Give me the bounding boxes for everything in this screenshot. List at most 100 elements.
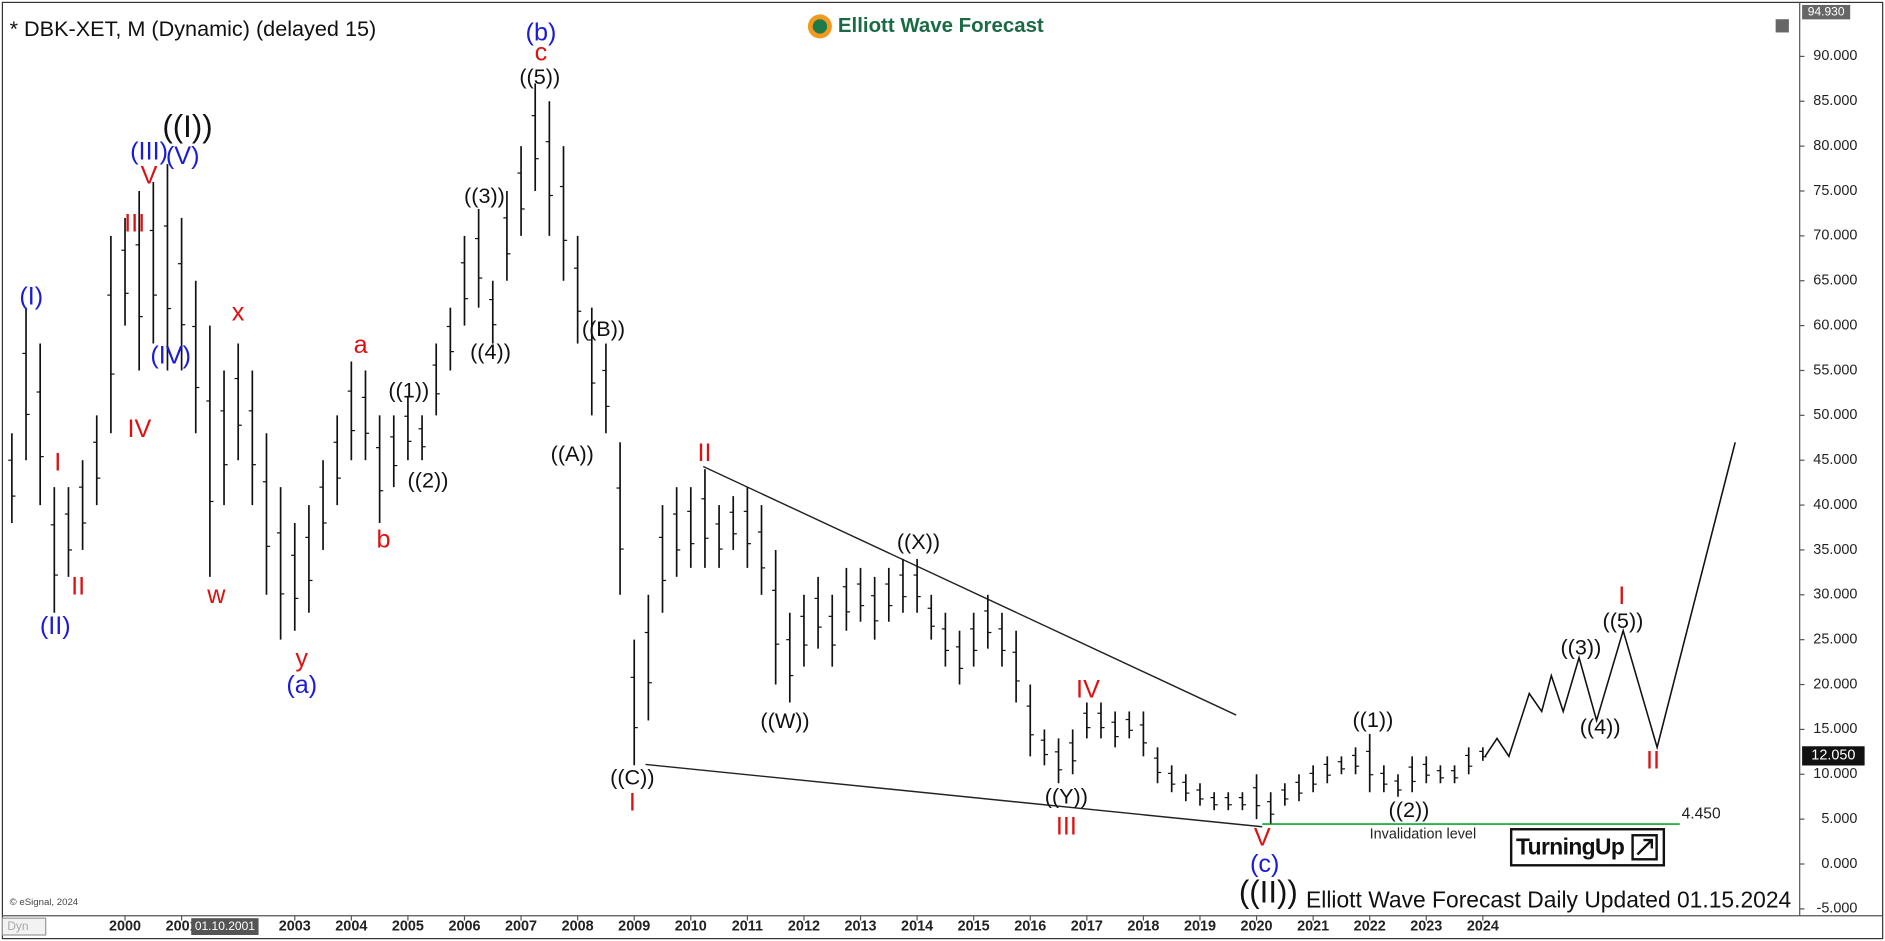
wave-label: ((A)) bbox=[551, 441, 594, 466]
x-tick-label: 2016 bbox=[1014, 918, 1046, 934]
wave-label: II bbox=[1646, 747, 1660, 775]
y-tick-label: 10.000 bbox=[1813, 766, 1857, 782]
wave-label: I bbox=[54, 449, 61, 477]
top-price-label: 94.930 bbox=[1808, 4, 1845, 18]
last-price-box bbox=[1802, 746, 1865, 766]
wave-label: V bbox=[141, 161, 158, 189]
x-tick-label: 2009 bbox=[618, 918, 650, 934]
wave-label: ((4)) bbox=[470, 339, 511, 364]
wave-label: IV bbox=[1076, 676, 1100, 704]
window-button[interactable] bbox=[1775, 19, 1789, 33]
wave-label: II bbox=[697, 439, 711, 467]
x-tick-label: 2024 bbox=[1467, 918, 1499, 934]
wave-label: ((2)) bbox=[1389, 797, 1430, 822]
y-tick-label: 60.000 bbox=[1813, 317, 1857, 333]
cursor-label: 01.10.2001 bbox=[195, 919, 255, 933]
wave-label: ((B)) bbox=[582, 316, 625, 341]
top-price-box bbox=[1802, 4, 1851, 20]
x-tick-label: 2008 bbox=[562, 918, 594, 934]
y-tick-label: 35.000 bbox=[1813, 542, 1857, 558]
footer: Elliott Wave Forecast Daily Updated 01.1… bbox=[1306, 886, 1792, 912]
wave-label: ((1)) bbox=[388, 378, 429, 403]
y-tick-label: 25.000 bbox=[1813, 631, 1857, 647]
brand-logo: Elliott Wave Forecast bbox=[803, 12, 1054, 41]
y-tick-label: 45.000 bbox=[1813, 452, 1857, 468]
wave-label: ((I)) bbox=[162, 109, 212, 144]
wave-label: ((X)) bbox=[897, 529, 940, 554]
logo-icon-inner bbox=[812, 19, 828, 34]
x-tick-label: 2012 bbox=[788, 918, 820, 934]
wave-label: ((II)) bbox=[1239, 874, 1298, 909]
wave-label: (III) bbox=[130, 137, 168, 165]
x-tick-label: 2018 bbox=[1127, 918, 1159, 934]
y-tick-label: 30.000 bbox=[1813, 587, 1857, 603]
badge-arrow bbox=[1636, 838, 1654, 856]
wave-label: ((W)) bbox=[760, 708, 809, 733]
y-tick-label: 40.000 bbox=[1813, 497, 1857, 513]
wave-label: (II) bbox=[40, 612, 71, 640]
wave-label: (a) bbox=[286, 671, 317, 699]
wave-label: ((3)) bbox=[1560, 635, 1601, 660]
y-tick-label: 85.000 bbox=[1813, 93, 1857, 109]
invalidation-text: Invalidation level bbox=[1370, 827, 1477, 843]
x-tick-label: 2004 bbox=[335, 918, 367, 934]
badge-icon bbox=[1631, 834, 1658, 861]
y-tick-label: 65.000 bbox=[1813, 273, 1857, 289]
wave-label: b bbox=[376, 525, 390, 553]
x-tick-label: 2019 bbox=[1184, 918, 1216, 934]
wave-label: ((2)) bbox=[408, 468, 449, 493]
wave-label: I bbox=[629, 789, 636, 817]
x-tick-label: 2021 bbox=[1297, 918, 1329, 934]
y-tick-label: -5.000 bbox=[1817, 901, 1858, 917]
wave-label: (b) bbox=[526, 18, 557, 46]
trendline bbox=[645, 763, 1263, 828]
corner-label: Dyn bbox=[7, 919, 28, 933]
wave-label: ((5)) bbox=[519, 64, 560, 89]
y-tick-label: 15.000 bbox=[1813, 721, 1857, 737]
wave-label: ((4)) bbox=[1580, 714, 1621, 739]
wave-label: I bbox=[1618, 582, 1625, 610]
x-tick-label: 2014 bbox=[901, 918, 933, 934]
y-tick-label: 80.000 bbox=[1813, 138, 1857, 154]
wave-label: V bbox=[1254, 824, 1271, 852]
x-tick-label: 2006 bbox=[448, 918, 480, 934]
x-tick-label: 2000 bbox=[109, 918, 141, 934]
footer-bg bbox=[1295, 886, 1797, 914]
invalidation-value: 4.450 bbox=[1682, 806, 1721, 823]
y-tick-label: 20.000 bbox=[1813, 676, 1857, 692]
wave-label: II bbox=[71, 572, 85, 600]
turningup-badge: TurningUp bbox=[1509, 828, 1666, 867]
y-tick-label: 0.000 bbox=[1821, 856, 1857, 872]
wave-label: (V) bbox=[166, 142, 200, 170]
x-tick-label: 2022 bbox=[1354, 918, 1386, 934]
x-tick-label: 2015 bbox=[958, 918, 990, 934]
projection-path bbox=[1484, 442, 1736, 759]
wave-label: c bbox=[535, 39, 548, 67]
trendline bbox=[702, 465, 1237, 716]
x-tick-label: 2005 bbox=[392, 918, 424, 934]
logo-bg bbox=[803, 12, 1054, 41]
wave-label: IV bbox=[128, 415, 152, 443]
copyright: © eSignal, 2024 bbox=[10, 897, 79, 908]
wave-label: a bbox=[354, 331, 369, 359]
cursor-box bbox=[191, 918, 259, 936]
y-tick-label: 5.000 bbox=[1821, 811, 1857, 827]
wave-label: ((5)) bbox=[1603, 608, 1644, 633]
wave-label: w bbox=[206, 581, 226, 609]
wave-label: III bbox=[1056, 813, 1077, 841]
wave-label: (c) bbox=[1250, 850, 1279, 878]
wave-label: ((C)) bbox=[610, 764, 654, 789]
x-tick-label: 2023 bbox=[1410, 918, 1442, 934]
wave-label: III bbox=[124, 209, 145, 237]
wave-label: y bbox=[295, 644, 308, 672]
wave-label: ((Y)) bbox=[1045, 784, 1088, 809]
x-tick-label: 2007 bbox=[505, 918, 537, 934]
y-tick-label: 55.000 bbox=[1813, 362, 1857, 378]
x-tick-label: 2001 bbox=[166, 918, 198, 934]
corner-box[interactable] bbox=[1, 917, 47, 936]
x-tick-label: 2003 bbox=[279, 918, 311, 934]
wave-label: (IV) bbox=[150, 342, 191, 370]
